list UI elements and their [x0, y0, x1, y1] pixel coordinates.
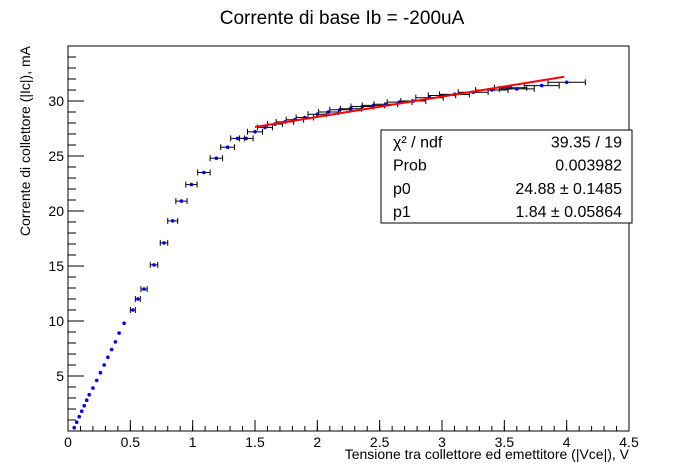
data-point: [136, 297, 140, 301]
data-point: [91, 386, 95, 390]
x-tick-label: 4.5: [619, 434, 639, 450]
x-tick-label: 0: [64, 434, 72, 450]
data-point: [74, 420, 79, 425]
data-point: [98, 370, 103, 375]
fit-line: [254, 75, 565, 128]
data-point: [142, 287, 146, 291]
data-point: [122, 321, 126, 326]
data-point: [515, 87, 519, 91]
x-tick-label: 2: [313, 434, 321, 450]
data-point: [189, 182, 194, 187]
stats-box: χ² / ndf 39.35 / 19 Prob 0.003982 p0 24.88 ± …: [380, 129, 633, 224]
data-point: [214, 156, 219, 160]
y-tick-label: 30: [48, 93, 64, 109]
x-tick-label: 1.5: [245, 434, 265, 450]
y-tick-label: 5: [56, 368, 64, 384]
x-tick-label: 1: [189, 434, 197, 450]
data-point: [87, 392, 91, 397]
data-point: [152, 263, 156, 267]
stats-value: 24.88 ± 0.1485: [515, 181, 622, 198]
data-point: [539, 83, 544, 88]
data-point: [179, 199, 184, 203]
data-point: [109, 347, 114, 352]
stats-value: 0.003982: [555, 158, 622, 175]
fit-line-group: [254, 75, 565, 128]
data-point: [94, 378, 99, 383]
x-tick-label: 2.5: [370, 434, 390, 450]
data-point: [564, 80, 569, 85]
data-point: [202, 170, 206, 175]
y-tick-label: 15: [48, 258, 64, 274]
y-axis-label: Corrente di collettore (|Ic|), mA: [17, 45, 33, 236]
data-point: [84, 398, 89, 403]
stats-label: χ² / ndf: [393, 134, 443, 151]
y-tick-label: 20: [48, 203, 64, 219]
data-point: [225, 145, 230, 149]
plot-frame: [67, 45, 630, 432]
x-tick-label: 4: [563, 434, 571, 450]
stats-value: 39.35 / 19: [551, 134, 622, 151]
data-point: [253, 130, 257, 134]
stats-value: 1.84 ± 0.05864: [515, 204, 622, 221]
data-point: [77, 414, 82, 419]
data-point: [131, 308, 135, 312]
data-point: [106, 355, 110, 360]
x-tick-label: 0.5: [121, 434, 141, 450]
x-tick-label: 3: [438, 434, 446, 450]
y-tick-label: 25: [48, 148, 64, 164]
stats-label: Prob: [393, 158, 427, 175]
data-point: [170, 219, 175, 223]
data-point: [113, 340, 118, 344]
x-axis-label: Tensione tra collettore ed emettitore (|…: [345, 446, 630, 462]
x-tick-label: 3.5: [495, 434, 515, 450]
data-point: [102, 363, 106, 367]
data-point: [79, 409, 84, 414]
y-tick-label: 10: [48, 313, 64, 329]
axes: 0 0.5 1 1.5 2 2.5 3 3.5 4 4.5 5 10 15 20 25 30: [48, 56, 639, 450]
stats-label: p1: [393, 204, 411, 221]
chart-title: Corrente di base Ib = -200uA: [220, 8, 465, 29]
data-point: [244, 136, 249, 141]
data-point: [117, 331, 121, 335]
data-point: [82, 403, 87, 408]
stats-box-frame: [380, 129, 633, 224]
data-point: [72, 425, 77, 430]
data-point: [235, 136, 240, 141]
data-point: [162, 241, 166, 245]
stats-label: p0: [393, 181, 411, 198]
